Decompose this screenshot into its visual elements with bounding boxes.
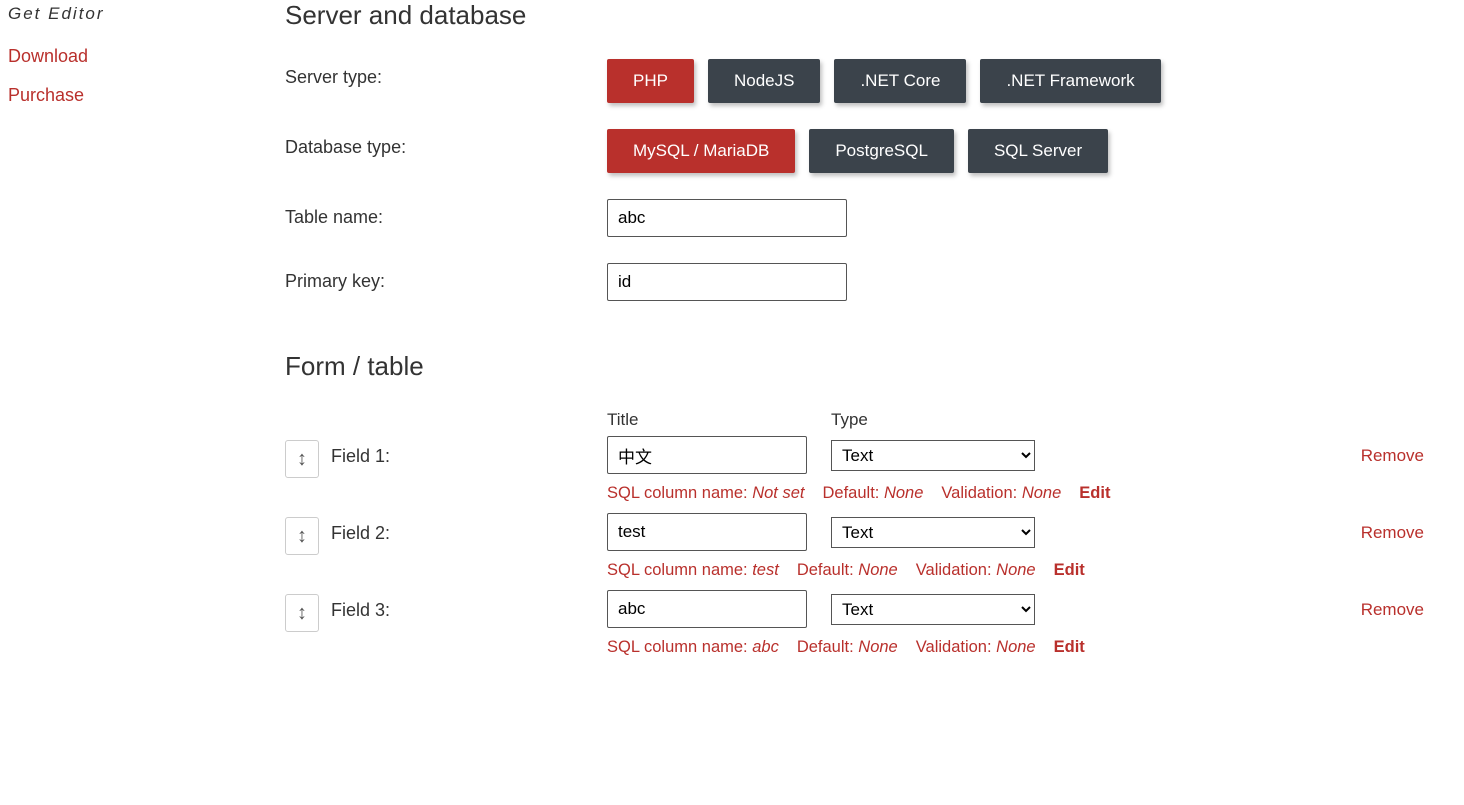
label-primary-key: Primary key: xyxy=(285,263,607,292)
drag-handle-icon[interactable]: ↕ xyxy=(285,440,319,478)
db-btn-postgresql[interactable]: PostgreSQL xyxy=(809,129,954,173)
main-content: Server and database Server type: PHP Nod… xyxy=(285,0,1464,707)
meta-default: Default: None xyxy=(797,561,898,580)
server-btn-php[interactable]: PHP xyxy=(607,59,694,103)
field-columns-header: Title Type xyxy=(285,410,1424,430)
edit-link[interactable]: Edit xyxy=(1054,638,1085,657)
sidebar-item-purchase[interactable]: Purchase xyxy=(8,81,285,120)
sidebar-item-download[interactable]: Download xyxy=(8,42,285,81)
database-type-buttons: MySQL / MariaDB PostgreSQL SQL Server xyxy=(607,129,1424,173)
field-row: ↕ Field 2: Text SQL column name: test De… xyxy=(285,513,1424,580)
field-title-input[interactable] xyxy=(607,436,807,474)
section-server-database: Server and database Server type: PHP Nod… xyxy=(285,0,1424,301)
server-type-buttons: PHP NodeJS .NET Core .NET Framework xyxy=(607,59,1424,103)
col-header-type: Type xyxy=(831,410,868,430)
sidebar-item-get-editor[interactable]: Get Editor xyxy=(8,0,285,42)
heading-form-table: Form / table xyxy=(285,351,1424,382)
field-title-input[interactable] xyxy=(607,590,807,628)
field-label: Field 3: xyxy=(331,590,607,621)
heading-server-database: Server and database xyxy=(285,0,1424,31)
field-type-select[interactable]: Text xyxy=(831,440,1035,471)
field-row: ↕ Field 3: Text SQL column name: abc Def… xyxy=(285,590,1424,657)
meta-validation: Validation: None xyxy=(941,484,1061,503)
field-type-select[interactable]: Text xyxy=(831,517,1035,548)
field-title-input[interactable] xyxy=(607,513,807,551)
field-type-select[interactable]: Text xyxy=(831,594,1035,625)
table-name-input[interactable] xyxy=(607,199,847,237)
drag-handle-icon[interactable]: ↕ xyxy=(285,517,319,555)
primary-key-input[interactable] xyxy=(607,263,847,301)
meta-validation: Validation: None xyxy=(916,561,1036,580)
field-label: Field 1: xyxy=(331,436,607,467)
field-row: ↕ Field 1: Text SQL column name: Not set… xyxy=(285,436,1424,503)
field-label: Field 2: xyxy=(331,513,607,544)
remove-link[interactable]: Remove xyxy=(1361,600,1424,619)
remove-link[interactable]: Remove xyxy=(1361,523,1424,542)
drag-handle-icon[interactable]: ↕ xyxy=(285,594,319,632)
section-form-table: Form / table Title Type ↕ Field 1: Text … xyxy=(285,351,1424,657)
edit-link[interactable]: Edit xyxy=(1079,484,1110,503)
server-btn-netcore[interactable]: .NET Core xyxy=(834,59,966,103)
meta-sql-column: SQL column name: abc xyxy=(607,638,779,657)
meta-validation: Validation: None xyxy=(916,638,1036,657)
label-server-type: Server type: xyxy=(285,59,607,88)
db-btn-sqlserver[interactable]: SQL Server xyxy=(968,129,1108,173)
server-btn-nodejs[interactable]: NodeJS xyxy=(708,59,820,103)
meta-sql-column: SQL column name: test xyxy=(607,561,779,580)
remove-link[interactable]: Remove xyxy=(1361,446,1424,465)
label-database-type: Database type: xyxy=(285,129,607,158)
sidebar: Get Editor Download Purchase xyxy=(0,0,285,707)
col-header-title: Title xyxy=(607,410,831,430)
server-btn-netframework[interactable]: .NET Framework xyxy=(980,59,1160,103)
meta-default: Default: None xyxy=(797,638,898,657)
edit-link[interactable]: Edit xyxy=(1054,561,1085,580)
db-btn-mysql[interactable]: MySQL / MariaDB xyxy=(607,129,795,173)
meta-default: Default: None xyxy=(823,484,924,503)
label-table-name: Table name: xyxy=(285,199,607,228)
meta-sql-column: SQL column name: Not set xyxy=(607,484,805,503)
